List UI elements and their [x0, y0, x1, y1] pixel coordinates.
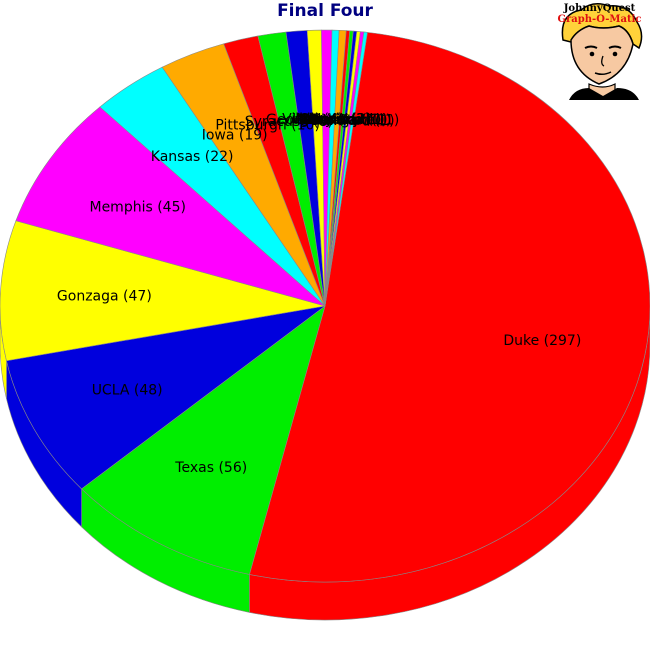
pie-slices — [0, 29, 650, 583]
label-illinois: Illinois (2) — [303, 112, 372, 128]
logo-line-1: JohnnyQuest — [563, 3, 636, 14]
label-maryland: Maryland (1) — [298, 112, 387, 128]
label-ohio-state: Ohio State (1) — [301, 113, 399, 129]
slice-duke — [249, 32, 650, 583]
slice-labels: Duke (297) Texas (56) UCLA (48) Gonzaga (47… — [57, 111, 581, 476]
slice-texas — [81, 305, 326, 575]
label-memphis: Memphis (45) — [89, 199, 185, 215]
slice-ucla — [6, 305, 326, 490]
label-arizona: Arizona (2) — [294, 111, 371, 127]
label-georgia: Georgia (6) — [266, 112, 345, 128]
label-syracuse: Syracuse (8) — [245, 114, 333, 130]
boy-face-icon — [561, 3, 643, 100]
label-michigan: Michigan (1) — [304, 112, 391, 128]
slice-gonzaga — [0, 220, 326, 362]
label-kansas: Kansas (22) — [151, 149, 234, 165]
label-texas: Texas (56) — [174, 460, 247, 476]
label-villanova: Villanova (3) — [282, 111, 370, 127]
logo-line-2: Graph-O-Matic — [557, 14, 642, 25]
slice-stanford — [324, 31, 368, 307]
label-pittsburgh: Pittsburgh (10) — [215, 118, 320, 134]
label-gonzaga: Gonzaga (47) — [57, 288, 152, 304]
johnnyquest-logo: JohnnyQuest Graph-O-Matic — [549, 0, 650, 100]
label-iowa: Iowa (19) — [202, 128, 268, 144]
label-duke: Duke (297) — [503, 333, 581, 349]
label-lsu: LSU (4) — [292, 111, 343, 127]
label-stanford: Stanford (1) — [311, 113, 395, 129]
label-florida: Florida (1) — [309, 112, 381, 128]
label-ucla: UCLA (48) — [92, 383, 163, 399]
label-kentucky: Kentucky (1) — [297, 112, 385, 128]
chart-title: Final Four — [277, 1, 373, 21]
slice-memphis — [15, 106, 326, 307]
